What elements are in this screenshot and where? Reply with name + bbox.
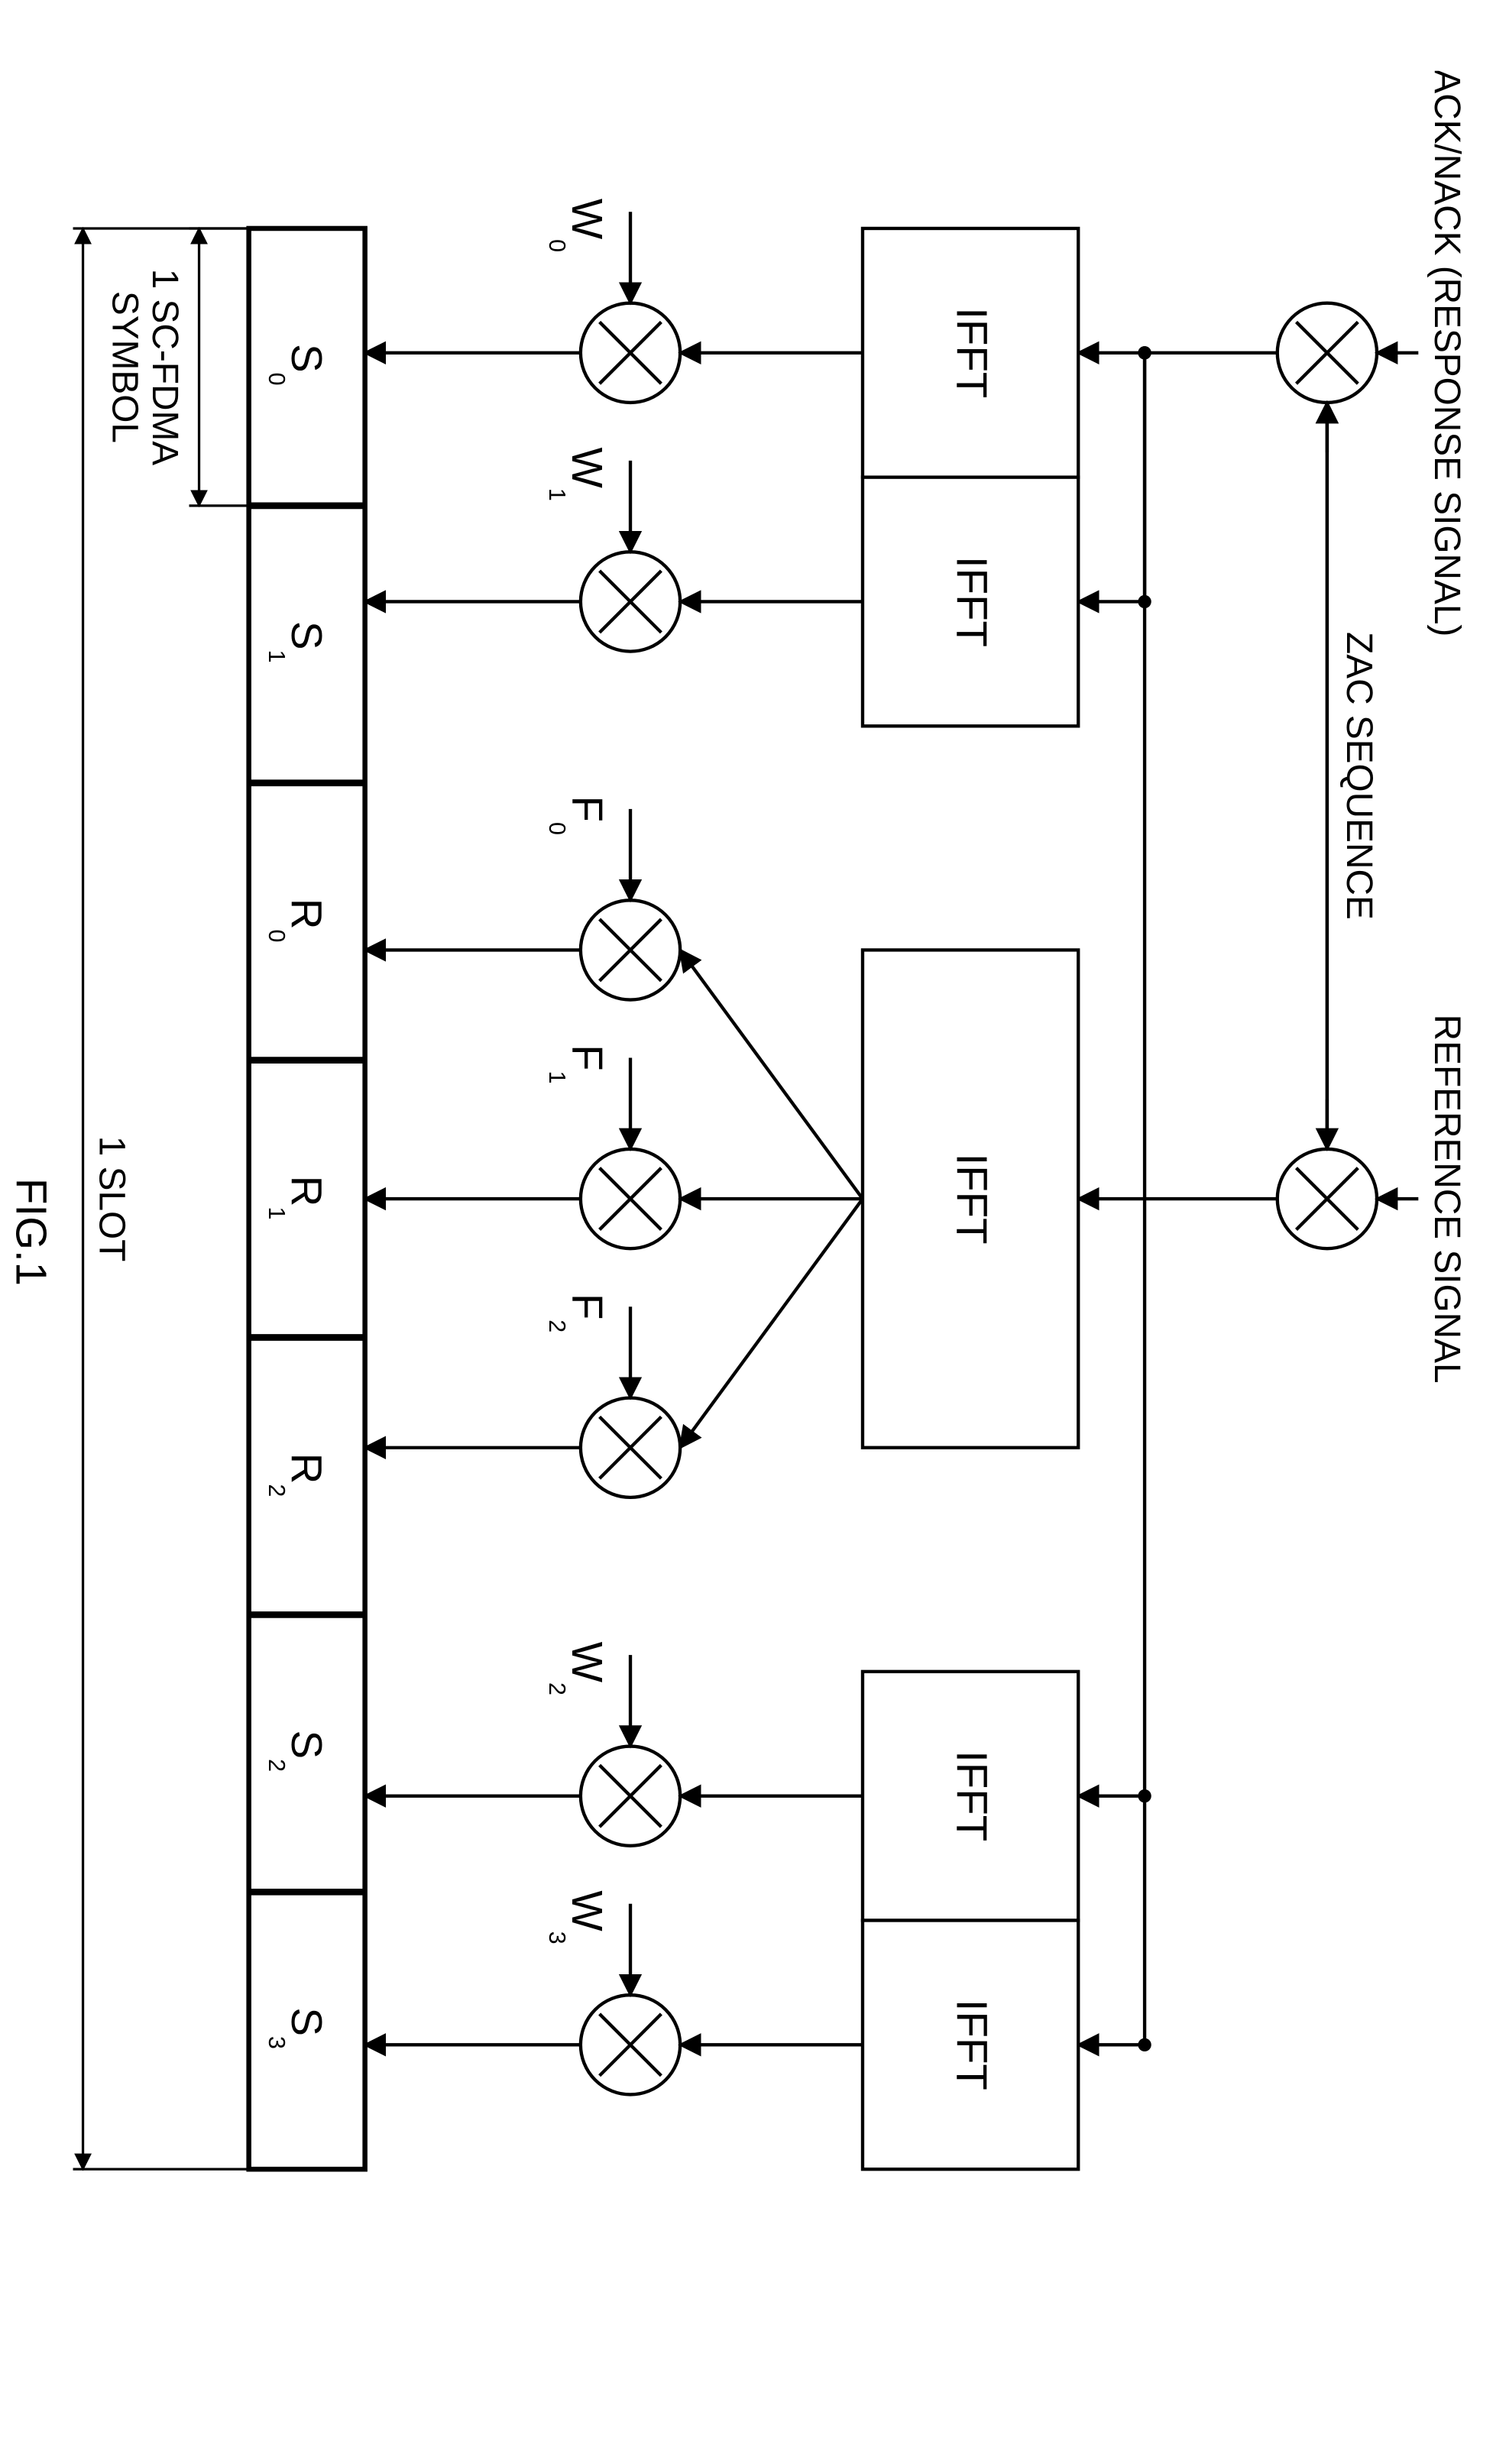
ifft-label: IFFT — [948, 1999, 996, 2090]
w-multiplier-2 — [581, 1747, 680, 1846]
ifft-box-2: IFFT — [863, 1672, 1078, 1921]
ack-multiplier — [1278, 303, 1377, 403]
ref-multiplier — [1278, 1149, 1377, 1248]
bus-node — [1138, 346, 1151, 359]
ifft-label: IFFT — [948, 1154, 996, 1245]
f-label-2: F2 — [544, 1294, 611, 1332]
scfdma-label-2: SYMBOL — [105, 291, 145, 443]
w-multiplier-0 — [581, 303, 680, 403]
w-multiplier-3 — [581, 1995, 680, 2094]
w-multiplier-1 — [581, 552, 680, 651]
f-label-1: F1 — [544, 1044, 611, 1083]
f-multiplier-1 — [581, 1149, 680, 1248]
figure-label: FIG.1 — [8, 1178, 56, 1286]
slot-row: S0S1R0R1R2S2S3 — [249, 228, 365, 2169]
reference-signal-label: REFERENCE SIGNAL — [1427, 1015, 1467, 1384]
scfdma-label-1: 1 SC-FDMA — [144, 269, 185, 465]
ifft-box-1: IFFT — [863, 478, 1078, 727]
f-multiplier-2 — [581, 1398, 680, 1498]
f-multiplier-0 — [581, 900, 680, 999]
slot-label: 1 SLOT — [91, 1136, 131, 1262]
ack-nack-label: ACK/NACK (RESPONSE SIGNAL) — [1427, 71, 1467, 637]
f-label-0: F0 — [544, 795, 611, 834]
w-label-3: W3 — [544, 1890, 611, 1944]
w-label-0: W0 — [544, 199, 611, 252]
w-label-2: W2 — [544, 1642, 611, 1695]
ifft-box-0: IFFT — [863, 228, 1078, 478]
w-label-1: W1 — [544, 448, 611, 501]
ifft-box-3: IFFT — [863, 1921, 1078, 2170]
ifft-label: IFFT — [948, 556, 996, 647]
zac-sequence-label: ZAC SEQUENCE — [1339, 632, 1379, 920]
ifft-label: IFFT — [948, 307, 996, 398]
ifft-box-center: IFFT — [863, 950, 1078, 1447]
ifft-label: IFFT — [948, 1750, 996, 1841]
